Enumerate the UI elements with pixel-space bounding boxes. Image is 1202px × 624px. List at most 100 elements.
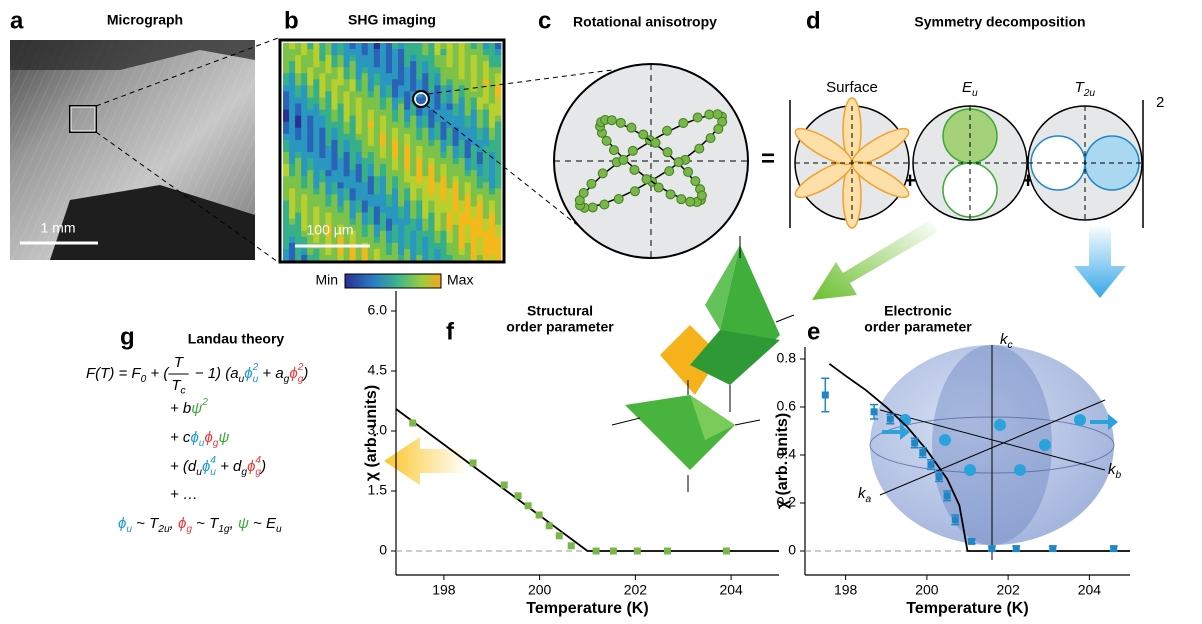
shg-pixel [331, 122, 337, 128]
shg-pixel [404, 49, 410, 55]
rosette-point [677, 195, 686, 204]
data-point [944, 492, 951, 499]
shg-pixel [362, 140, 368, 146]
shg-pixel [434, 61, 440, 67]
formula-text: , [170, 515, 178, 532]
shg-pixel [477, 91, 483, 97]
shg-pixel [440, 219, 446, 225]
shg-pixel [453, 207, 459, 213]
shg-pixel [356, 170, 362, 176]
shg-pixel [319, 237, 325, 243]
shg-pixel [483, 182, 489, 188]
shg-pixel [283, 225, 289, 231]
shg-pixel [380, 79, 386, 85]
shg-pixel [453, 122, 459, 128]
shg-pixel [398, 134, 404, 140]
shg-pixel [386, 55, 392, 61]
shg-pixel [489, 98, 495, 104]
shg-pixel [422, 170, 428, 176]
shg-pixel [471, 55, 477, 61]
shg-pixel [428, 225, 434, 231]
shg-pixel [313, 43, 319, 49]
shg-pixel [453, 255, 459, 261]
shg-pixel [368, 225, 374, 231]
shg-pixel [362, 104, 368, 110]
shg-pixel [459, 122, 465, 128]
spin [1074, 414, 1086, 426]
shg-pixel [447, 188, 453, 194]
shg-pixel [477, 170, 483, 176]
shg-pixel [447, 200, 453, 206]
shg-pixel [465, 55, 471, 61]
shg-pixel [447, 207, 453, 213]
shg-pixel [319, 110, 325, 116]
shg-pixel [283, 116, 289, 122]
shg-pixel [338, 134, 344, 140]
shg-pixel [453, 237, 459, 243]
shg-pixel [380, 158, 386, 164]
shg-pixel [313, 91, 319, 97]
shg-pixel [301, 104, 307, 110]
shg-pixel [410, 128, 416, 134]
shg-pixel [489, 128, 495, 134]
exponent: 2 [1156, 94, 1164, 111]
rosette-point [674, 158, 683, 167]
shg-pixel [416, 188, 422, 194]
shg-pixel [483, 176, 489, 182]
shg-pixel [489, 146, 495, 152]
shg-pixel [362, 188, 368, 194]
shg-pixel [325, 158, 331, 164]
shg-pixel [495, 164, 501, 170]
shg-pixel [368, 116, 374, 122]
shg-pixel [410, 200, 416, 206]
shg-pixel [362, 49, 368, 55]
shg-pixel [344, 200, 350, 206]
shg-pixel [477, 176, 483, 182]
shg-pixel [368, 55, 374, 61]
rosette-point [714, 124, 723, 133]
shg-pixel [295, 98, 301, 104]
shg-pixel [344, 255, 350, 261]
data-point [515, 492, 522, 499]
shg-pixel [489, 116, 495, 122]
shg-pixel [325, 91, 331, 97]
shg-pixel [362, 255, 368, 261]
shg-pixel [453, 91, 459, 97]
shg-pixel [410, 43, 416, 49]
shg-pixel [325, 122, 331, 128]
shg-pixel [489, 91, 495, 97]
shg-pixel [453, 73, 459, 79]
scale-bar-label: 1 mm [41, 220, 76, 236]
shg-pixel [301, 134, 307, 140]
subscript: u [972, 88, 978, 99]
shg-pixel [453, 134, 459, 140]
shg-pixel [434, 219, 440, 225]
data-point [409, 420, 416, 427]
shg-pixel [368, 200, 374, 206]
shg-pixel [440, 55, 446, 61]
shg-pixel [307, 207, 313, 213]
shg-pixel [313, 255, 319, 261]
shg-pixel [380, 170, 386, 176]
shg-pixel [380, 116, 386, 122]
shg-pixel [283, 128, 289, 134]
shg-pixel [471, 182, 477, 188]
shg-pixel [338, 122, 344, 128]
shg-pixel [313, 200, 319, 206]
shg-pixel [338, 67, 344, 73]
shg-pixel [483, 213, 489, 219]
shg-pixel [283, 122, 289, 128]
shg-pixel [386, 255, 392, 261]
shg-pixel [331, 140, 337, 146]
shg-pixel [392, 255, 398, 261]
shg-pixel [307, 128, 313, 134]
shg-pixel [386, 176, 392, 182]
shg-pixel [325, 146, 331, 152]
shg-pixel [495, 219, 501, 225]
shg-pixel [422, 176, 428, 182]
shg-pixel [331, 55, 337, 61]
shg-pixel [344, 91, 350, 97]
shg-pixel [374, 176, 380, 182]
shg-pixel [459, 116, 465, 122]
shg-pixel [344, 110, 350, 116]
